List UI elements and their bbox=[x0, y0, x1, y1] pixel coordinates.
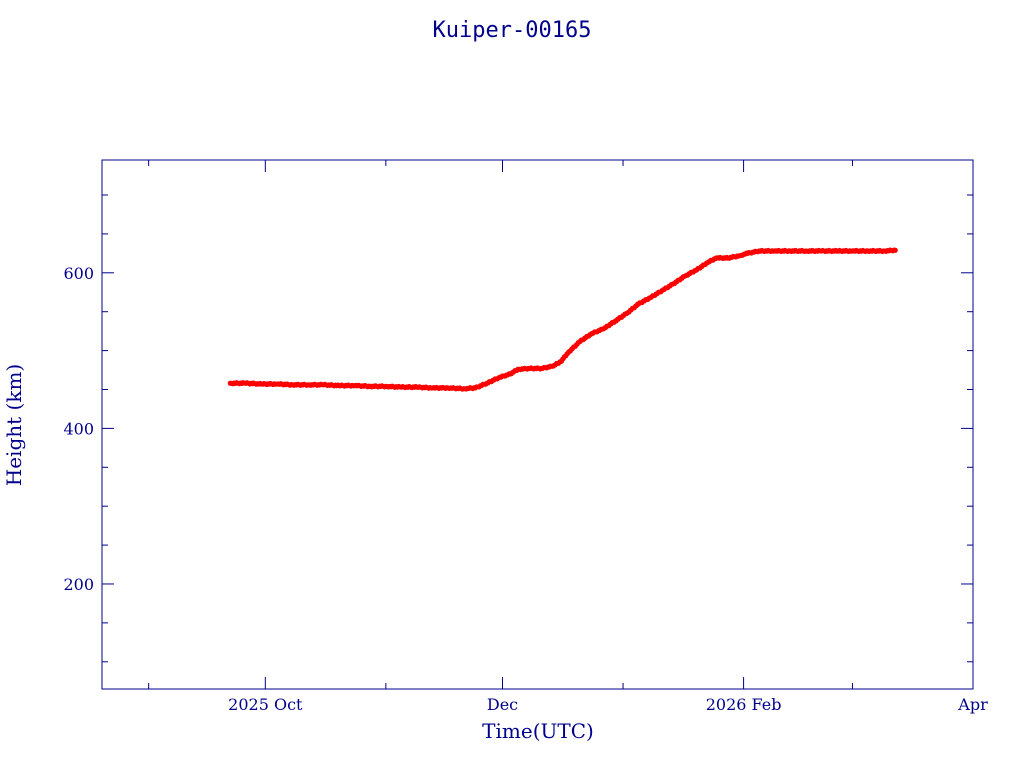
y-tick-label: 200 bbox=[63, 575, 94, 594]
x-tick-label: 2026 Feb bbox=[706, 695, 782, 714]
y-axis-label: Height (km) bbox=[2, 364, 26, 486]
x-axis-label: Time(UTC) bbox=[482, 719, 594, 743]
chart-title: Kuiper-00165 bbox=[433, 18, 592, 43]
y-tick-label: 600 bbox=[63, 264, 94, 283]
x-tick-label: Dec bbox=[487, 695, 518, 714]
x-tick-label: 2025 Oct bbox=[228, 695, 303, 714]
x-tick-label: Apr bbox=[957, 695, 988, 714]
data-point bbox=[892, 247, 898, 253]
x-axis-ticks: 2025 Oct Dec 2026 Feb Apr bbox=[148, 160, 988, 714]
y-tick-label: 400 bbox=[63, 419, 94, 438]
y-axis-ticks: 200 400 600 bbox=[63, 194, 973, 663]
data-points bbox=[227, 247, 898, 392]
plot-frame bbox=[101, 159, 974, 690]
